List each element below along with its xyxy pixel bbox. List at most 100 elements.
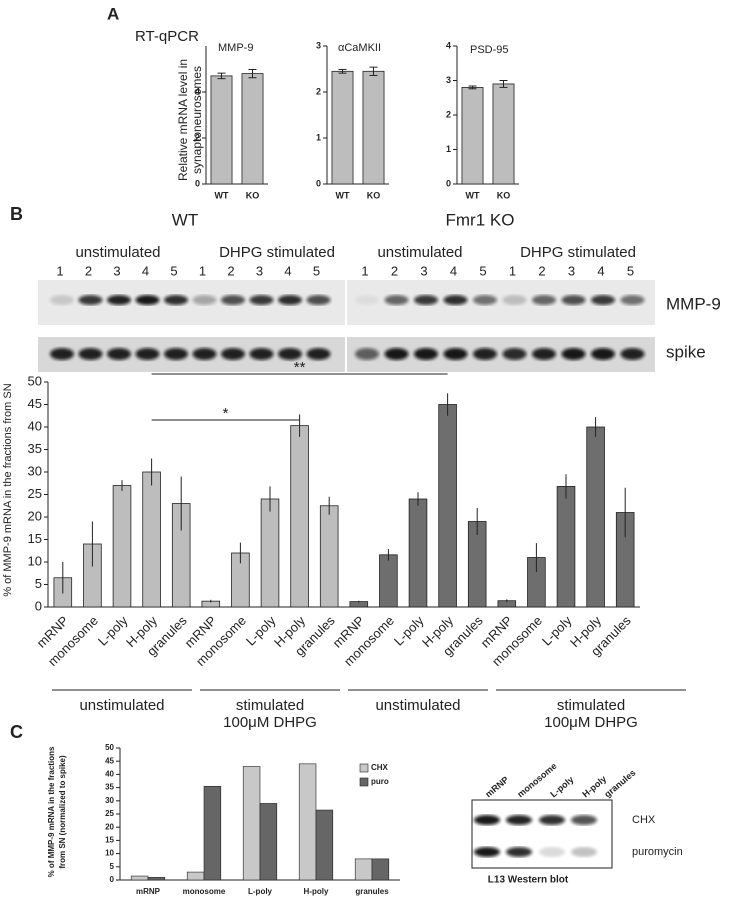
- group-label: unstimulated: [79, 697, 164, 714]
- lane-number: 3: [420, 263, 427, 278]
- y-tick-label: 45: [105, 756, 114, 765]
- genotype-label: WT: [172, 210, 198, 229]
- y-tick-label: 4: [446, 40, 451, 50]
- bar: [556, 485, 576, 608]
- blot-band: [278, 295, 302, 305]
- y-tick-label: 20: [105, 822, 114, 831]
- bar: [142, 471, 161, 608]
- blot-band: [532, 295, 556, 305]
- blot-band: [591, 348, 615, 360]
- blot-band: [107, 348, 131, 360]
- y-tick-label: 50: [105, 743, 114, 752]
- blot-band: [414, 348, 438, 360]
- y-axis-label: from SN (normalized to spike): [58, 755, 67, 869]
- western-band: [506, 847, 532, 857]
- group-label: stimulated: [557, 697, 625, 714]
- x-tick-label: WT: [215, 190, 229, 200]
- y-tick-label: 30: [28, 463, 42, 478]
- blot-band: [620, 348, 645, 360]
- x-tick-label: WT: [466, 190, 480, 200]
- lane-number: 3: [568, 263, 575, 278]
- blot-band: [502, 295, 527, 305]
- y-tick-label: 30: [105, 796, 114, 805]
- blot-band: [192, 348, 217, 360]
- blot-band: [384, 348, 409, 360]
- condition-label: DHPG stimulated: [520, 244, 636, 261]
- blot-band: [384, 295, 409, 305]
- blot-band: [443, 295, 468, 305]
- x-tick-label: mRNP: [136, 887, 161, 896]
- y-tick-label: 4: [195, 86, 200, 96]
- blot-row-label: MMP-9: [666, 294, 721, 313]
- blot-band: [164, 295, 188, 305]
- y-axis-label: % of MMP-9 mRNA in the fractions from SN: [2, 383, 14, 596]
- y-tick-label: 25: [28, 486, 42, 501]
- blot-band: [192, 295, 217, 305]
- y-axis-label: % of MMP-9 mRNA in the fractions: [47, 746, 56, 877]
- western-band: [474, 815, 500, 825]
- lane-number: 2: [538, 263, 545, 278]
- blot-band: [107, 295, 131, 305]
- western-lane-label: granules: [602, 768, 637, 800]
- blot-band: [591, 295, 615, 305]
- blot-band: [78, 295, 103, 305]
- lane-number: 1: [56, 263, 63, 278]
- group-label: stimulated: [236, 697, 304, 714]
- y-tick-label: 1: [446, 144, 451, 154]
- panel-label: C: [10, 722, 23, 742]
- x-tick-label: KO: [367, 190, 381, 200]
- y-tick-label: 40: [105, 770, 114, 779]
- blot-band: [278, 348, 302, 360]
- blot-band: [50, 348, 74, 360]
- lane-number: 4: [142, 263, 149, 278]
- lane-number: 3: [256, 263, 263, 278]
- condition-label: DHPG stimulated: [219, 244, 335, 261]
- bar: [147, 877, 166, 881]
- panel-label: A: [107, 4, 119, 23]
- blot-row-label: spike: [666, 342, 706, 361]
- y-tick-label: 2: [316, 86, 321, 96]
- bar: [259, 803, 278, 881]
- western-lane-label: H-poly: [580, 774, 608, 800]
- blot-band: [221, 295, 245, 305]
- lane-number: 2: [391, 263, 398, 278]
- blot-band: [473, 348, 497, 360]
- blot-band: [135, 295, 160, 305]
- bar: [298, 763, 317, 881]
- blot-band: [443, 348, 468, 360]
- y-tick-label: 0: [316, 178, 321, 188]
- y-tick-label: 10: [28, 553, 42, 568]
- bar: [331, 70, 354, 185]
- y-tick-label: 35: [105, 783, 114, 792]
- y-tick-label: 2: [446, 109, 451, 119]
- blot-band: [249, 348, 274, 360]
- x-tick-label: WT: [336, 190, 350, 200]
- lane-number: 2: [85, 263, 92, 278]
- genotype-label: Fmr1 KO: [446, 210, 515, 229]
- y-axis-label: synaptoneurosomes: [190, 66, 204, 174]
- lane-number: 4: [450, 263, 457, 278]
- lane-number: 1: [509, 263, 516, 278]
- y-tick-label: 40: [28, 418, 42, 433]
- y-tick-label: 5: [110, 862, 115, 871]
- blot-band: [221, 348, 245, 360]
- lane-number: 1: [361, 263, 368, 278]
- y-tick-label: 50: [28, 373, 42, 388]
- legend-label: puro: [371, 777, 389, 786]
- chart-title: MMP-9: [218, 42, 253, 54]
- western-lane-label: mRNP: [483, 774, 510, 799]
- lane-number: 1: [199, 263, 206, 278]
- y-tick-label: 2: [195, 132, 200, 142]
- bar: [315, 809, 334, 881]
- group-label: unstimulated: [375, 697, 460, 714]
- x-tick-label: granules: [355, 887, 389, 896]
- x-tick-label: L-poly: [248, 887, 273, 896]
- blot-band: [135, 348, 160, 360]
- bar: [242, 766, 261, 881]
- lane-number: 3: [113, 263, 120, 278]
- blot-band: [473, 295, 497, 305]
- blot-band: [164, 348, 188, 360]
- lane-number: 2: [227, 263, 234, 278]
- blot-band: [355, 348, 379, 360]
